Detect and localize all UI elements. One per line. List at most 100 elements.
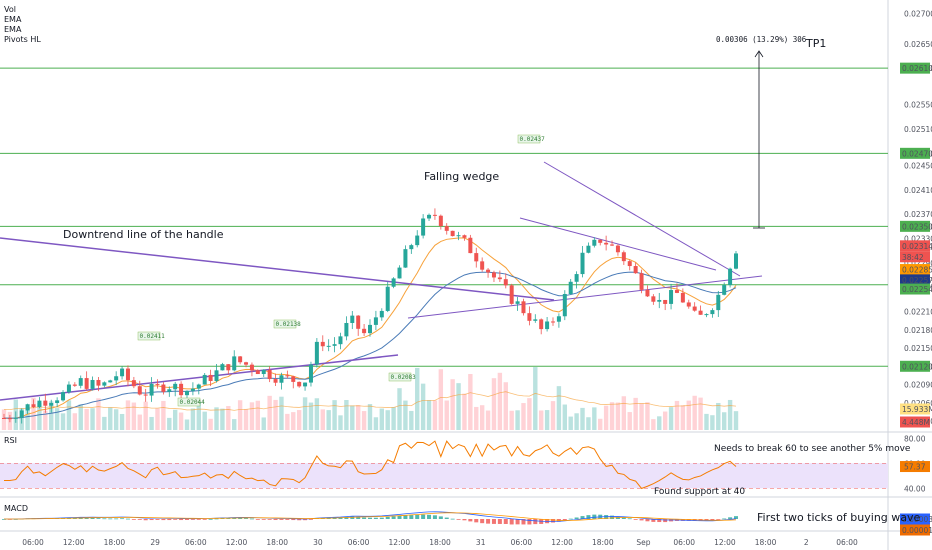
volume-bar — [255, 400, 261, 430]
price-tick: 0.02210 — [904, 308, 932, 317]
price-tick: 0.02450 — [904, 161, 932, 170]
volume-bar — [338, 415, 343, 430]
volume-bar — [1, 409, 7, 430]
candle-body — [13, 417, 18, 419]
candle-body — [509, 285, 514, 304]
candle-body — [480, 261, 485, 270]
macd-histogram-bar — [728, 517, 733, 519]
candle-body — [728, 268, 733, 286]
horizontal-levels — [0, 67, 888, 367]
volume-bar — [503, 382, 508, 430]
candle-body — [521, 301, 526, 314]
rsi-axis-tick: 80.00 — [904, 434, 926, 443]
volume-bar — [491, 378, 497, 430]
volume-bar — [568, 416, 573, 430]
tp1-label: TP1 — [805, 37, 826, 50]
price-tick: 0.02550 — [904, 101, 932, 110]
macd-histogram-bar — [621, 517, 626, 519]
candle-body — [533, 319, 538, 321]
macd-histogram-bar — [391, 516, 396, 519]
volume-bar — [143, 401, 148, 430]
macd-histogram-bar — [102, 518, 107, 520]
price-label-bg — [900, 403, 930, 415]
macd-histogram-bar — [533, 519, 538, 525]
macd-histogram-bar — [651, 519, 656, 522]
volume-bar — [232, 419, 237, 430]
volume-bar — [432, 400, 438, 430]
candle-body — [368, 324, 372, 334]
candle-body — [255, 370, 260, 375]
macd-histogram-bar — [202, 519, 207, 520]
volume-bar — [385, 410, 390, 430]
candle-body — [102, 382, 107, 386]
time-tick: 18:00 — [592, 538, 614, 547]
candle-body — [84, 378, 89, 389]
candle-body — [78, 378, 83, 386]
volume-bar — [662, 411, 668, 430]
macd-histogram-bar — [137, 519, 142, 520]
macd-value-label: 0.00003 — [902, 515, 932, 524]
volume-bar — [332, 400, 337, 430]
macd-histogram-bar — [515, 519, 520, 525]
volume-bar — [249, 402, 255, 430]
candle-body — [303, 382, 308, 387]
volume-bar — [426, 400, 432, 430]
volume-bar — [296, 410, 302, 430]
volume-bar — [125, 400, 131, 430]
volume-bar — [674, 400, 680, 430]
macd-histogram-bar — [114, 518, 119, 520]
volume-bar — [155, 408, 160, 430]
price-tick: 0.02510 — [904, 125, 932, 134]
volume-bar — [733, 411, 739, 430]
pivot-tag-bg — [273, 319, 297, 329]
volume-bar — [609, 402, 615, 430]
volume-bar — [279, 396, 284, 430]
time-tick: 2 — [804, 538, 809, 547]
candle-body — [273, 379, 278, 383]
macd-histogram-bar — [450, 518, 455, 520]
volume-bar — [556, 386, 562, 430]
measure-label: 0.00306 (13.29%) 306 — [716, 35, 807, 44]
macd-histogram-bar — [474, 519, 479, 523]
time-tick: 06:00 — [185, 538, 207, 547]
candle-body — [734, 253, 738, 269]
falling-wedge-label: Falling wedge — [424, 170, 499, 183]
rsi-axis-tick: 40.00 — [904, 484, 926, 493]
volume-bar — [196, 401, 202, 430]
volume-bar — [137, 414, 142, 430]
candle-body — [403, 249, 408, 268]
pivot-tag-label: 0.02411 — [140, 333, 166, 340]
volume-bar — [621, 396, 627, 430]
time-tick: 06:00 — [836, 538, 858, 547]
candle-body — [639, 273, 644, 290]
candle-body — [238, 356, 243, 363]
candle-body — [669, 290, 674, 304]
volume-bar — [668, 407, 674, 430]
price-tick: 0.02150 — [904, 344, 932, 353]
pivot-tag-bg — [388, 372, 412, 382]
macd-value-bg — [900, 513, 930, 525]
price-label-bg — [900, 240, 930, 252]
volume-bar — [574, 413, 579, 430]
macd-histogram-bar — [255, 519, 260, 520]
volume-bar — [102, 416, 107, 430]
macd-histogram-bar — [362, 517, 367, 519]
macd-histogram-bar — [645, 519, 650, 522]
volume-bar — [515, 410, 520, 430]
price-tick: 0.02060 — [904, 399, 932, 408]
volume-bar — [208, 418, 213, 430]
macd-note: First two ticks of buying wave — [757, 511, 921, 524]
candle-body — [633, 266, 638, 274]
candle-body — [244, 362, 249, 365]
macd-histogram-bar — [580, 516, 585, 519]
candle-body — [131, 380, 136, 387]
macd-histogram-bar — [185, 519, 189, 520]
macd-histogram-bar — [285, 519, 290, 520]
candle-body — [556, 316, 561, 322]
macd-histogram-bar — [633, 519, 638, 520]
trendlines — [0, 161, 763, 401]
volume-bar — [214, 407, 219, 430]
pivot-tag-bg — [177, 397, 201, 407]
pivot-labels: 0.02411 0.02044 0.02138 0.02083 0.02437 — [137, 134, 545, 407]
